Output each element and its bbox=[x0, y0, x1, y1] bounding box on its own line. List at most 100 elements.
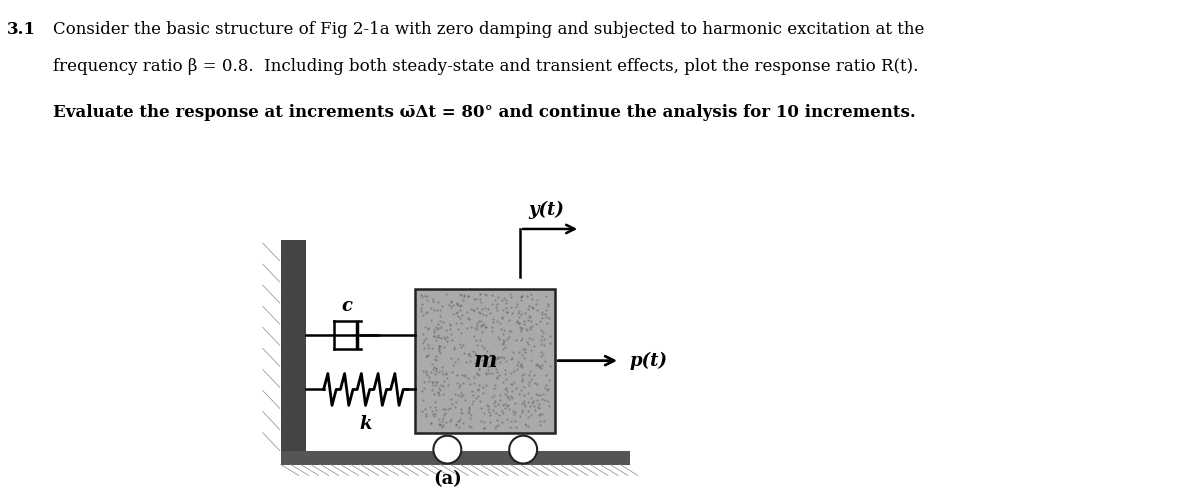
Point bbox=[515, 402, 534, 410]
Point bbox=[418, 308, 437, 316]
Point bbox=[463, 306, 482, 314]
Text: y(t): y(t) bbox=[528, 201, 564, 219]
Point bbox=[422, 378, 442, 386]
Point bbox=[478, 401, 497, 409]
Point bbox=[412, 291, 431, 298]
Point bbox=[427, 323, 446, 331]
Point bbox=[502, 381, 521, 389]
Point bbox=[449, 392, 468, 399]
Point bbox=[491, 352, 510, 360]
Point bbox=[427, 356, 446, 364]
Point bbox=[460, 403, 479, 411]
Point bbox=[428, 331, 448, 339]
Point bbox=[413, 388, 432, 396]
Point bbox=[493, 313, 512, 321]
Point bbox=[451, 329, 470, 337]
Point bbox=[430, 415, 449, 423]
Point bbox=[497, 384, 516, 392]
Point bbox=[448, 379, 467, 387]
Point bbox=[432, 417, 451, 425]
Point bbox=[421, 419, 440, 427]
Point bbox=[530, 417, 550, 425]
Point bbox=[499, 327, 518, 335]
Point bbox=[427, 333, 446, 341]
Point bbox=[535, 384, 554, 392]
Point bbox=[469, 365, 488, 373]
Point bbox=[512, 408, 532, 416]
Point bbox=[496, 304, 515, 312]
Point bbox=[474, 389, 493, 397]
Point bbox=[467, 395, 486, 402]
Point bbox=[428, 389, 448, 397]
Point bbox=[536, 292, 556, 299]
Point bbox=[468, 370, 487, 378]
Point bbox=[521, 346, 540, 354]
Point bbox=[503, 354, 522, 362]
Point bbox=[450, 417, 469, 425]
Point bbox=[432, 423, 451, 431]
Point bbox=[540, 339, 559, 347]
Point bbox=[498, 402, 517, 410]
Point bbox=[470, 309, 490, 317]
Point bbox=[534, 390, 553, 397]
Point bbox=[496, 296, 515, 304]
Point bbox=[536, 371, 556, 379]
Point bbox=[452, 389, 472, 397]
Point bbox=[424, 410, 443, 418]
Point bbox=[530, 410, 550, 418]
Point bbox=[468, 322, 487, 330]
Point bbox=[442, 396, 461, 403]
Point bbox=[490, 371, 509, 379]
Point bbox=[426, 398, 445, 406]
Point bbox=[464, 373, 484, 381]
Point bbox=[428, 420, 448, 428]
Point bbox=[511, 310, 530, 318]
Point bbox=[502, 355, 521, 363]
Point bbox=[442, 297, 461, 304]
Point bbox=[451, 306, 470, 314]
Point bbox=[521, 395, 540, 402]
Point bbox=[497, 299, 516, 307]
Point bbox=[437, 327, 456, 335]
Point bbox=[440, 417, 460, 425]
Point bbox=[515, 370, 534, 378]
Point bbox=[510, 307, 529, 315]
Point bbox=[426, 367, 445, 375]
Point bbox=[432, 367, 451, 375]
Point bbox=[515, 399, 534, 407]
Point bbox=[486, 409, 505, 417]
Point bbox=[440, 303, 460, 311]
Point bbox=[424, 381, 443, 389]
Point bbox=[442, 298, 461, 306]
Point bbox=[414, 344, 433, 352]
Point bbox=[504, 378, 523, 386]
Point bbox=[498, 387, 517, 395]
Point bbox=[512, 334, 532, 342]
Point bbox=[439, 405, 458, 413]
Point bbox=[524, 401, 544, 409]
Point bbox=[514, 317, 533, 325]
Point bbox=[469, 381, 488, 389]
Point bbox=[532, 352, 551, 360]
Point bbox=[475, 418, 494, 426]
Point bbox=[425, 332, 444, 340]
Point bbox=[520, 381, 539, 389]
Point bbox=[449, 301, 468, 309]
Point bbox=[469, 371, 488, 379]
Point bbox=[499, 400, 518, 408]
Point bbox=[414, 336, 433, 344]
Point bbox=[530, 362, 550, 370]
Point bbox=[492, 314, 511, 322]
Point bbox=[466, 324, 485, 332]
Point bbox=[413, 407, 432, 415]
Point bbox=[518, 422, 538, 430]
Point bbox=[450, 415, 469, 423]
Point bbox=[499, 333, 518, 341]
Point bbox=[426, 410, 445, 418]
Point bbox=[431, 349, 450, 357]
Point bbox=[457, 358, 476, 366]
Point bbox=[512, 324, 532, 332]
Point bbox=[508, 318, 527, 326]
Point bbox=[448, 300, 467, 308]
Point bbox=[426, 365, 445, 373]
